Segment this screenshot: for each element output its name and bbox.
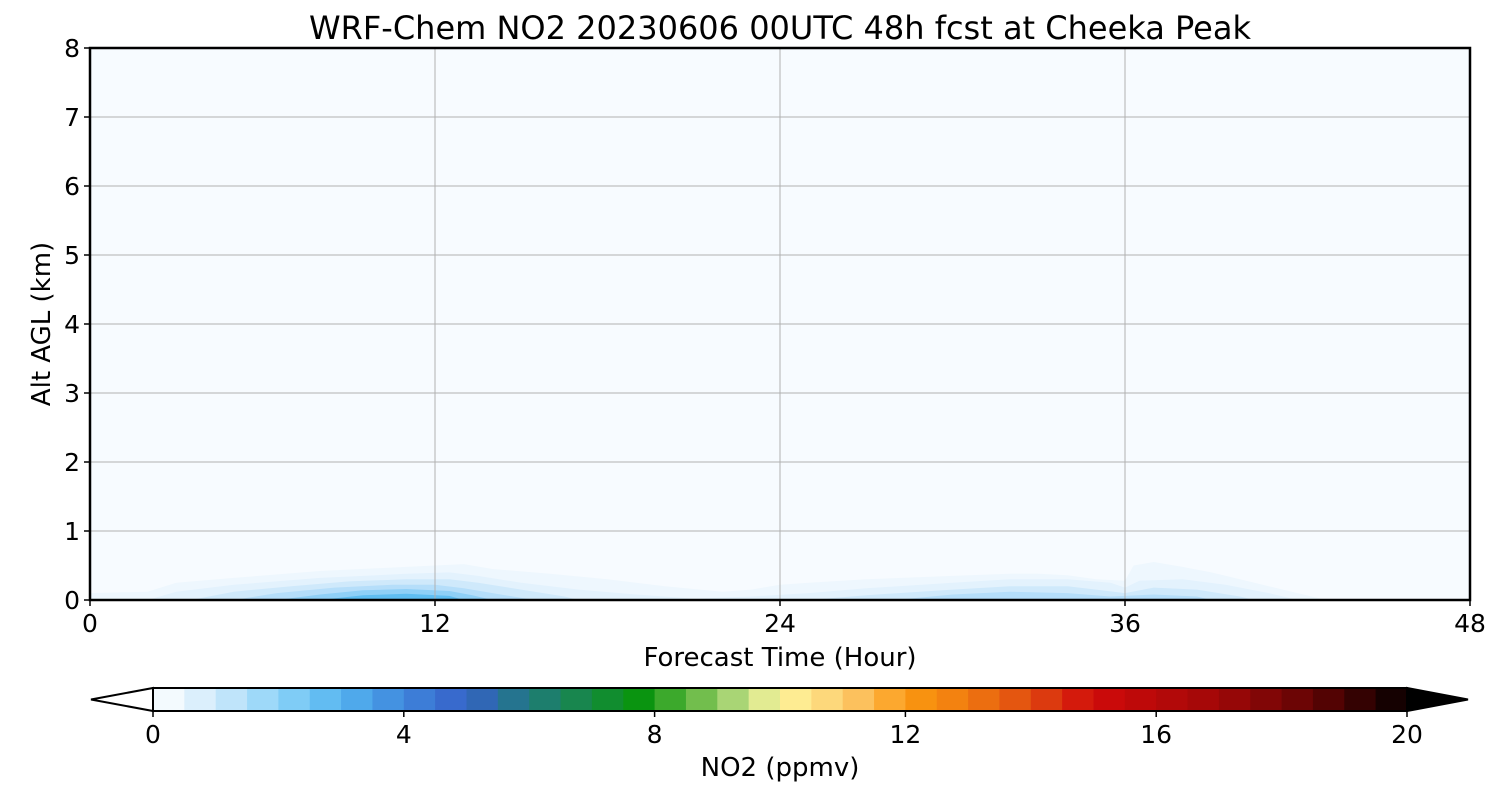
x-tick-label: 12 [419, 609, 451, 638]
colorbar-segment [1062, 688, 1095, 711]
colorbar-segment [435, 688, 468, 711]
colorbar-segment [1187, 688, 1220, 711]
colorbar-segment [905, 688, 938, 711]
colorbar-segment [748, 688, 781, 711]
colorbar-segment [403, 688, 436, 711]
colorbar-segment [874, 688, 906, 711]
colorbar-segment [341, 688, 374, 711]
y-axis-ticks: 0 1 2 3 4 5 6 7 8 [64, 34, 90, 615]
contour-region-0 [90, 446, 1384, 600]
colorbar-segment [247, 688, 279, 711]
colorbar-segment [591, 688, 624, 711]
y-tick-label: 0 [64, 586, 80, 615]
x-tick-label: 36 [1109, 609, 1141, 638]
colorbar-segment [278, 688, 311, 711]
colorbar-segments [153, 688, 1408, 711]
colorbar-segment [623, 688, 656, 711]
colorbar-segment [309, 688, 342, 711]
colorbar-segment [1030, 688, 1063, 711]
colorbar-segment [1281, 688, 1314, 711]
colorbar-segment [717, 688, 750, 711]
x-tick-label: 0 [82, 609, 98, 638]
colorbar-segment [842, 688, 875, 711]
colorbar-segment [153, 688, 185, 711]
colorbar-frame [152, 687, 1408, 712]
colorbar-segment [1344, 688, 1377, 711]
colorbar-under-arrow [90, 686, 154, 713]
colorbar-segment [1124, 688, 1157, 711]
colorbar-segment [466, 688, 499, 711]
colorbar-segment [1375, 688, 1408, 711]
colorbar-segment [1093, 688, 1126, 711]
x-tick-label: 24 [764, 609, 796, 638]
plot-area [88, 46, 1472, 602]
y-tick-label: 1 [64, 517, 80, 546]
contour-region-6 [320, 593, 464, 600]
colorbar-segment [654, 688, 687, 711]
colorbar-ticks: 0 4 8 12 16 20 [145, 711, 1423, 749]
colorbar-segment [936, 688, 969, 711]
y-tick-label: 3 [64, 379, 80, 408]
colorbar-tick-label: 12 [889, 720, 921, 749]
colorbar-tick-label: 8 [647, 720, 663, 749]
colorbar-segment [1156, 688, 1189, 711]
colorbar-segment [685, 688, 718, 711]
colorbar-tick-label: 16 [1140, 720, 1172, 749]
colorbar-segment [560, 688, 593, 711]
colorbar: 0 4 8 12 16 20 NO2 (ppmv) [90, 686, 1469, 783]
colorbar-segment [372, 688, 405, 711]
y-tick-label: 5 [64, 241, 80, 270]
colorbar-label: NO2 (ppmv) [701, 753, 860, 783]
y-tick-label: 2 [64, 448, 80, 477]
y-tick-label: 7 [64, 103, 80, 132]
colorbar-tick-label: 4 [396, 720, 412, 749]
chart-title: WRF-Chem NO2 20230606 00UTC 48h fcst at … [309, 9, 1251, 47]
colorbar-segment [184, 688, 217, 711]
x-axis-ticks: 0 12 24 36 48 [82, 600, 1486, 638]
y-axis-label: Alt AGL (km) [27, 242, 57, 406]
x-tick-label: 48 [1454, 609, 1486, 638]
y-tick-label: 4 [64, 310, 80, 339]
contour-region-4 [233, 584, 1212, 600]
colorbar-segment [1218, 688, 1251, 711]
colorbar-over-arrow [1406, 686, 1469, 713]
x-axis-label: Forecast Time (Hour) [643, 643, 916, 673]
colorbar-segment [780, 688, 812, 711]
colorbar-segment [999, 688, 1032, 711]
colorbar-segment [811, 688, 844, 711]
y-tick-label: 8 [64, 34, 80, 63]
gridlines [90, 48, 1470, 600]
colorbar-segment [215, 688, 248, 711]
colorbar-segment [529, 688, 562, 711]
colorbar-segment [1250, 688, 1283, 711]
y-tick-label: 6 [64, 172, 80, 201]
colorbar-segment [968, 688, 1001, 711]
colorbar-tick-label: 20 [1391, 720, 1423, 749]
colorbar-segment [1312, 688, 1345, 711]
colorbar-segment [497, 688, 530, 711]
colorbar-tick-label: 0 [145, 720, 161, 749]
